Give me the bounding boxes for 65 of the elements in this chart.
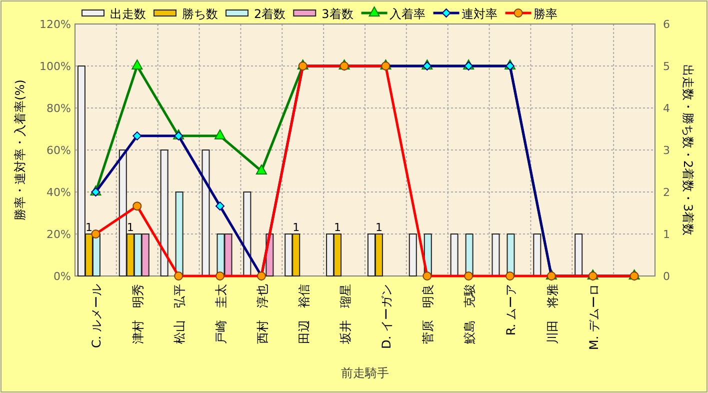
data-label: 1 [85,221,92,234]
x-tick-label: 戸崎 圭太 [214,284,228,344]
bar [92,234,100,276]
point [256,164,267,174]
point [132,131,142,140]
point [132,60,143,70]
y2-tick-label: 1 [663,228,670,241]
x-tick-label: C. ルメール [90,284,104,348]
bar [160,150,168,276]
y2-tick-label: 4 [663,102,670,115]
x-tick-label: D. イーガン [380,284,394,349]
bar [506,234,515,276]
x-tick-label: 田辺 裕信 [296,284,311,344]
legend-label: 連対率 [461,7,498,21]
x-tick-label: 川田 将雅 [545,284,560,344]
y-axis-title: 勝率・連対率・入着率(%) [13,80,27,220]
x-tick-label: 津村 明秀 [131,284,146,344]
x-tick-label: M. デムーロ [586,284,601,350]
y-tick-label: 0% [54,270,71,283]
legend-label: 勝率 [533,7,558,21]
bar [326,234,334,276]
bar [367,234,376,276]
bar [284,234,293,276]
bar [408,234,417,276]
legend-label: 入着率 [389,7,426,21]
x-axis-title: 前走騎手 [341,366,389,380]
data-label: 1 [126,221,134,234]
bar [134,234,142,276]
bar [118,150,127,276]
legend-label: 勝ち数 [182,7,218,21]
legend-label: 3着数 [322,7,354,21]
bar [465,234,474,276]
y-tick-label: 20% [46,228,71,241]
data-label: 1 [334,221,342,234]
legend-label: 2着数 [254,7,286,21]
point [214,129,226,140]
bar [492,234,500,276]
y2-tick-label: 3 [663,144,670,157]
y-tick-label: 100% [40,60,71,73]
x-tick-label: 菅原 明良 [421,284,436,344]
y2-tick-label: 2 [663,186,670,199]
bar [450,234,458,276]
data-label: 1 [292,221,300,234]
bar [175,192,184,276]
y-tick-label: 120% [40,18,71,31]
x-tick-label: 松山 弘平 [172,284,187,344]
y2-axis-title: 出走数・勝ち数・2着数・3着数 [681,64,695,236]
bar [202,150,210,276]
y-tick-label: 60% [46,144,71,157]
x-tick-label: 坂井 瑠星 [338,284,352,345]
bar [574,234,583,276]
legend-label: 出走数 [110,7,146,21]
y-tick-label: 80% [46,102,71,115]
bar [77,66,86,276]
data-label: 1 [375,221,382,234]
y2-tick-label: 0 [663,270,670,283]
y2-tick-label: 5 [663,60,670,73]
bar [533,234,542,276]
x-tick-label: 西村 淳也 [255,284,270,344]
y2-tick-label: 6 [663,18,670,31]
bar [243,192,252,276]
x-tick-label: 鮫島 克駿 [462,284,477,344]
point [216,202,224,211]
x-tick-label: R. ムーア [504,284,518,336]
y-tick-label: 40% [46,186,71,199]
